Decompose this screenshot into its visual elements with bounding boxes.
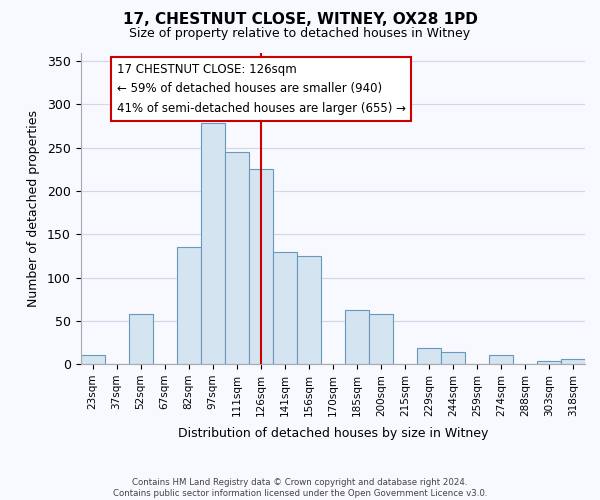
Text: Size of property relative to detached houses in Witney: Size of property relative to detached ho… [130,28,470,40]
Bar [200,124,224,364]
Bar [417,348,441,364]
Text: Contains HM Land Registry data © Crown copyright and database right 2024.
Contai: Contains HM Land Registry data © Crown c… [113,478,487,498]
Bar [297,256,321,364]
Bar [369,314,393,364]
X-axis label: Distribution of detached houses by size in Witney: Distribution of detached houses by size … [178,427,488,440]
Bar [248,170,273,364]
Text: 17, CHESTNUT CLOSE, WITNEY, OX28 1PD: 17, CHESTNUT CLOSE, WITNEY, OX28 1PD [122,12,478,28]
Bar [176,247,200,364]
Bar [345,310,369,364]
Bar [224,152,248,364]
Bar [128,314,152,364]
Bar [80,356,104,364]
Text: 17 CHESTNUT CLOSE: 126sqm
← 59% of detached houses are smaller (940)
41% of semi: 17 CHESTNUT CLOSE: 126sqm ← 59% of detac… [116,63,406,115]
Y-axis label: Number of detached properties: Number of detached properties [27,110,40,307]
Bar [273,252,297,364]
Bar [489,356,513,364]
Bar [441,352,465,364]
Bar [537,360,561,364]
Bar [561,359,585,364]
